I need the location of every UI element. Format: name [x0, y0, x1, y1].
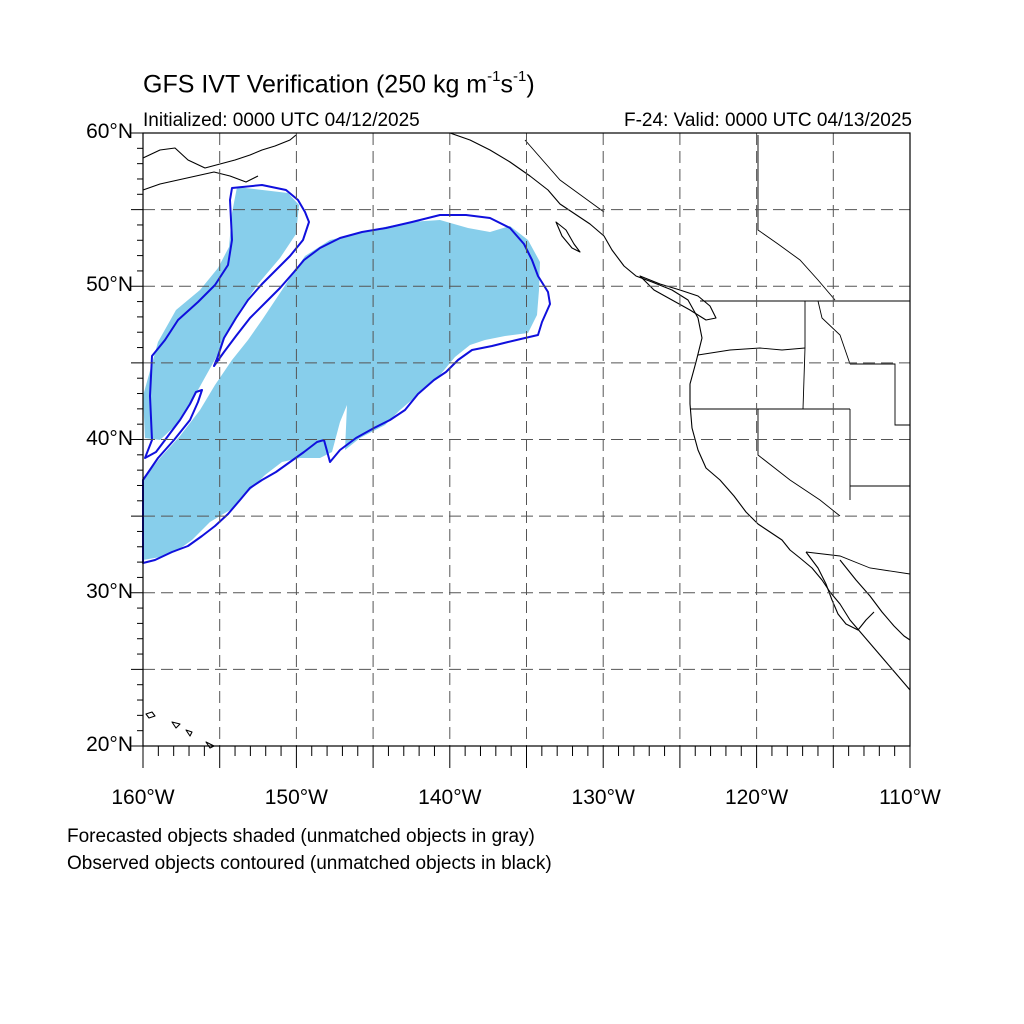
- coastlines: [142, 132, 911, 749]
- southeast-alaska-coast: [449, 132, 911, 691]
- forecast-object-north: [143, 187, 299, 440]
- baja-coast: [805, 551, 875, 631]
- valid-time-label: F-24: Valid: 0000 UTC 04/13/2025: [624, 110, 912, 131]
- forecast-object-main: [143, 220, 540, 560]
- vancouver-island: [639, 275, 717, 321]
- observed-objects: [142, 184, 551, 564]
- lon-tick-label: 150°W: [264, 786, 329, 809]
- lon-tick-label: 120°W: [724, 786, 789, 809]
- legend-note-observed: Observed objects contoured (unmatched ob…: [67, 853, 552, 874]
- alberta-bc-border: [757, 135, 836, 301]
- forecast-objects: [143, 187, 540, 560]
- lon-tick-label: 110°W: [879, 786, 941, 809]
- lon-tick-label: 130°W: [571, 786, 635, 809]
- map-frame: [142, 132, 911, 747]
- init-time-label: Initialized: 0000 UTC 04/12/2025: [143, 110, 420, 131]
- alaska-canada-border: [524, 139, 605, 213]
- wyoming-border: [850, 363, 910, 426]
- hawaii-islands: [145, 711, 215, 749]
- haida-gwaii: [555, 221, 581, 253]
- lat-tick-label: 60°N: [86, 120, 133, 143]
- alaska-peninsula-coast-2: [142, 171, 259, 191]
- us-mexico-border: [805, 551, 911, 575]
- mainland-mexico-coast: [839, 559, 911, 641]
- graticule: [143, 133, 910, 746]
- lon-tick-label: 160°W: [111, 786, 175, 809]
- lat-tick-label: 20°N: [86, 733, 133, 756]
- chart-title: GFS IVT Verification (250 kg m-1s-1): [143, 68, 535, 99]
- alaska-peninsula-coast: [142, 134, 297, 169]
- lat-tick-label: 40°N: [86, 426, 133, 450]
- political-borders: [524, 135, 911, 575]
- lat-tick-label: 30°N: [86, 579, 133, 603]
- observed-contour-north: [142, 184, 551, 564]
- montana-idaho-border: [817, 300, 851, 365]
- idaho-border: [802, 301, 806, 410]
- axis-ticks: [131, 132, 911, 768]
- lat-tick-label: 50°N: [86, 273, 133, 297]
- lon-tick-label: 140°W: [418, 786, 482, 809]
- wa-or-border: [697, 347, 806, 356]
- legend-note-forecast: Forecasted objects shaded (unmatched obj…: [67, 826, 535, 847]
- nevada-border: [757, 409, 841, 517]
